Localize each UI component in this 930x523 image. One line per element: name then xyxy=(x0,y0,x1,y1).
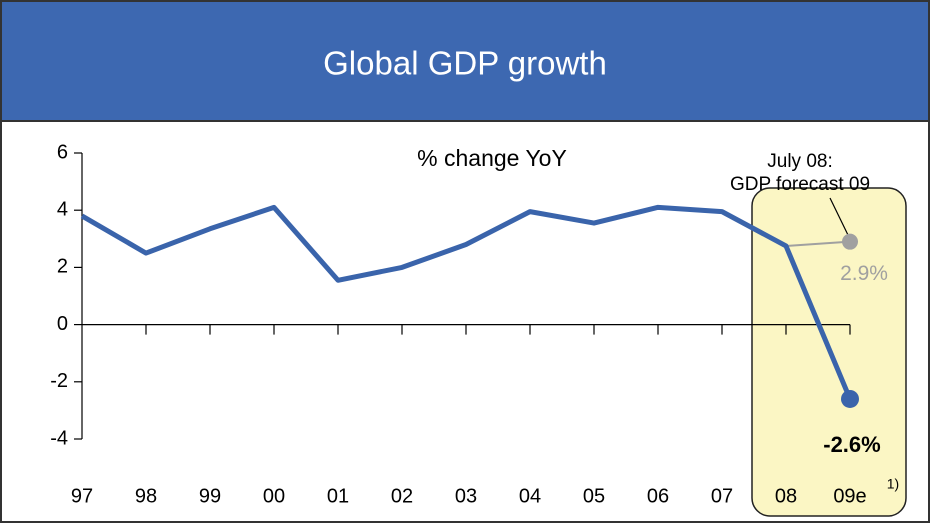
annotation-pointer xyxy=(829,197,849,236)
y-tick-label: -4 xyxy=(50,427,68,449)
annotation: July 08: xyxy=(767,151,832,172)
subtitle: % change YoY xyxy=(417,145,567,171)
y-tick-label: 4 xyxy=(57,198,68,220)
forecast-line xyxy=(785,240,851,247)
x-tick-label: 98 xyxy=(135,485,157,507)
x-tick-label: 06 xyxy=(647,485,669,507)
x-tick-label: 05 xyxy=(583,485,605,507)
y-tick-label: 2 xyxy=(57,256,68,278)
header xyxy=(0,0,930,122)
x-tick-label: 08 xyxy=(775,485,797,507)
x-tick-label: 02 xyxy=(391,485,413,507)
line xyxy=(80,204,853,400)
forecast-label: 2.9% xyxy=(840,262,888,285)
x-tick-label: 04 xyxy=(519,485,541,507)
y-tick-label: -2 xyxy=(50,370,68,392)
chart-title: Global GDP growth xyxy=(323,45,607,82)
y-tick-label: 6 xyxy=(57,141,68,163)
x-tick-label: 07 xyxy=(711,485,733,507)
x-tick-label: 00 xyxy=(263,485,285,507)
x-tick-label: 99 xyxy=(199,485,221,507)
x-tick-label: 03 xyxy=(455,485,477,507)
end-point xyxy=(841,389,859,408)
data-label: -2.6% xyxy=(823,432,880,457)
x-tick-label: 09e xyxy=(833,485,866,507)
y-tick-label: 0 xyxy=(57,313,68,335)
footnote: 1) xyxy=(887,476,899,492)
annotation: GDP forecast 09 xyxy=(730,174,870,195)
forecast-point xyxy=(842,233,858,250)
x-tick-label: 01 xyxy=(327,485,349,507)
x-tick-label: 97 xyxy=(71,485,93,507)
